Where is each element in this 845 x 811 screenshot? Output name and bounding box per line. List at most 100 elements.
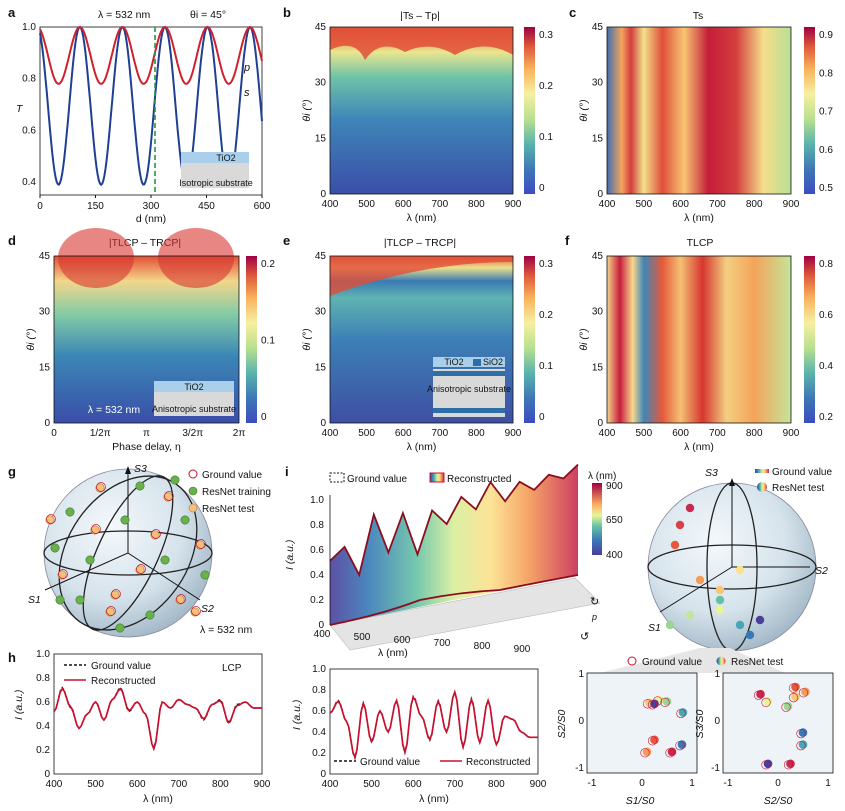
ytick-label: 0.8 bbox=[36, 673, 50, 684]
panel-a-xticks: 0 150 300 450 600 bbox=[37, 195, 271, 212]
training-point bbox=[170, 475, 180, 485]
a-xtick-label: 450 bbox=[198, 201, 215, 212]
hm-cbar-tick-label: 0.2 bbox=[539, 310, 553, 321]
scatter-xtick-label: 0 bbox=[775, 778, 781, 789]
panel-f-ticks: 400 500 600 700 800 900 0 15 30 45 0.2 0.4 0.6 0.8 θi … bbox=[578, 251, 833, 453]
g-axis-s1: S1 bbox=[28, 594, 41, 606]
il-xlabel: λ (nm) bbox=[419, 793, 449, 805]
panel-a-title-lambda: λ = 532 nm bbox=[98, 9, 150, 21]
panel-i: i Ground value Reconstructed 00.20.40.60… bbox=[284, 463, 832, 659]
hm-xtick-label: 500 bbox=[635, 428, 652, 439]
scatter-xtick-label: 0 bbox=[639, 778, 645, 789]
g-axis-s3: S3 bbox=[134, 463, 147, 475]
scatter-xtick-label: 1 bbox=[689, 778, 695, 789]
a-xtick-label: 0 bbox=[37, 201, 43, 212]
hm-ytick-label: 45 bbox=[315, 251, 327, 262]
hm-xtick-label: 800 bbox=[468, 428, 485, 439]
ytick-label: 1.0 bbox=[36, 649, 50, 660]
i-ytick-label: 1.0 bbox=[310, 495, 324, 506]
hm-cbar-tick-label: 0.1 bbox=[539, 132, 553, 143]
i-cbar-title: λ (nm) bbox=[588, 471, 616, 482]
hm-ytick-label: 0 bbox=[320, 418, 326, 429]
xtick-label: 800 bbox=[212, 779, 229, 790]
i-pol-rcp: ↻ bbox=[590, 596, 599, 608]
i-spectrum-top bbox=[329, 463, 579, 578]
panel-d-annot: λ = 532 nm bbox=[88, 404, 140, 416]
hm-ytick-label: 15 bbox=[315, 133, 327, 144]
sc-left-xlabel: S1/S0 bbox=[626, 795, 655, 807]
panel-e: e |TLCP – TRCP| TiO2 SiO2 Anisotropic su… bbox=[283, 233, 553, 453]
a-ytick-label: 0.4 bbox=[22, 177, 36, 188]
ytick-label: 0.8 bbox=[312, 685, 326, 696]
hm-cbar-tick-label: 0.9 bbox=[819, 30, 833, 41]
hm-xtick-label: 0 bbox=[51, 428, 57, 439]
training-point bbox=[55, 595, 65, 605]
scatter-ytick-label: -1 bbox=[575, 763, 584, 774]
scatter-ytick-label: 1 bbox=[714, 669, 720, 680]
hm-xtick-label: π bbox=[143, 428, 150, 439]
hm-ylabel: θi (°) bbox=[301, 99, 313, 121]
series-reconstructed bbox=[53, 687, 262, 752]
g-axis-s2: S2 bbox=[201, 603, 214, 615]
ytick-label: 0.4 bbox=[312, 727, 326, 738]
ytick-label: 0 bbox=[320, 769, 326, 780]
hm-cbar-tick-label: 0.8 bbox=[819, 68, 833, 79]
panel-b-ticks: 400 500 600 700 800 900 0 15 30 45 0 0.1 0.2 0.3 θi (°… bbox=[301, 22, 553, 224]
panel-i-scatter: Ground value ResNet test S1/S0 S2/S0 S2/… bbox=[556, 648, 834, 807]
panel-i-lower: Ground value Reconstructed I (a.u.) λ (n… bbox=[291, 664, 547, 805]
sphere-test-point bbox=[715, 595, 725, 605]
panel-g: g S3 S1 S2 Ground value ResNet training … bbox=[8, 463, 271, 638]
hm-cbar-tick-label: 0.6 bbox=[819, 145, 833, 156]
h-xlabel: λ (nm) bbox=[143, 793, 173, 805]
i-pol-p: p bbox=[591, 612, 597, 622]
sphere-test-point bbox=[670, 540, 680, 550]
panel-f-heatmap bbox=[607, 256, 791, 423]
hm-cbar-tick-label: 0.8 bbox=[819, 259, 833, 270]
sphere-test-point bbox=[735, 620, 745, 630]
ground-point bbox=[111, 589, 121, 599]
i-spectrum-surface bbox=[330, 464, 578, 625]
hm-xtick-label: 900 bbox=[783, 428, 800, 439]
ytick-label: 0.2 bbox=[36, 745, 50, 756]
hm-ytick-label: 45 bbox=[592, 22, 604, 33]
panel-i-lower-axes bbox=[329, 668, 539, 775]
curve-p-label: p bbox=[243, 62, 250, 74]
xtick-label: 600 bbox=[129, 779, 146, 790]
i-xtick-label: 900 bbox=[514, 644, 531, 655]
i-cbar-tick-400: 400 bbox=[606, 550, 623, 561]
scatter-ground-point bbox=[783, 760, 794, 770]
i-ytick-label: 0.2 bbox=[310, 595, 324, 606]
scatter-xtick-label: -1 bbox=[588, 778, 597, 789]
a-xtick-label: 300 bbox=[143, 201, 160, 212]
ground-point bbox=[196, 539, 206, 549]
i-xtick-label: 800 bbox=[474, 641, 491, 652]
panel-f: f TLCP 400 500 600 700 800 900 0 15 30 45 0.2 0.4 0.… bbox=[565, 233, 833, 453]
scatter-left-points bbox=[640, 695, 688, 758]
xtick-label: 600 bbox=[405, 779, 422, 790]
hm-ytick-label: 15 bbox=[592, 133, 604, 144]
training-point bbox=[50, 543, 60, 553]
scatter-left-axes bbox=[586, 672, 698, 774]
i-xticks: 400 500 600 700 800 900 bbox=[314, 629, 531, 655]
panel-e-legend-a: TiO2 bbox=[444, 357, 463, 367]
xtick-label: 500 bbox=[87, 779, 104, 790]
scatter-right-axes bbox=[722, 672, 834, 774]
panel-label-f: f bbox=[565, 233, 570, 248]
hm-xtick-label: 900 bbox=[783, 199, 800, 210]
panel-h-lines bbox=[53, 686, 262, 752]
sphere-test-point bbox=[665, 620, 675, 630]
panel-c-title: Ts bbox=[693, 10, 704, 22]
scatter-ground-point bbox=[796, 740, 806, 751]
g-legend-test: ResNet test bbox=[202, 504, 254, 515]
panel-c-colorbar bbox=[804, 27, 815, 194]
hm-xtick-label: 3/2π bbox=[182, 428, 203, 439]
hm-ytick-label: 30 bbox=[39, 307, 51, 318]
hm-xtick-label: 400 bbox=[322, 199, 339, 210]
h-ylabel: I (a.u.) bbox=[13, 690, 25, 720]
ground-point bbox=[176, 594, 186, 604]
series-reconstructed bbox=[329, 689, 538, 760]
hm-cbar-tick-label: 0.3 bbox=[539, 30, 553, 41]
panel-d: d |TLCP – TRCP| TiO2 Anisotropic substra… bbox=[8, 228, 275, 453]
panel-c-heatmap bbox=[607, 27, 791, 194]
hm-xtick-label: 500 bbox=[358, 428, 375, 439]
